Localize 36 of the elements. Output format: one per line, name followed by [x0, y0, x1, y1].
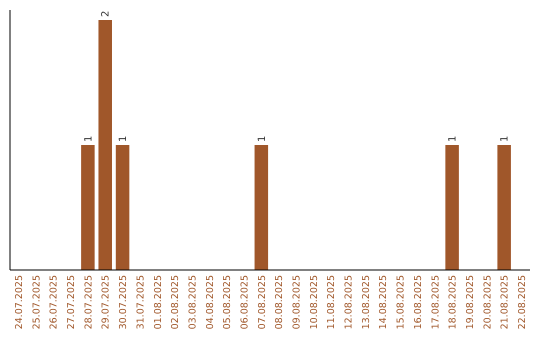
x-tick-label: 14.08.2025	[378, 275, 390, 330]
x-tick-label: 15.08.2025	[396, 275, 407, 330]
x-tick-label: 05.08.2025	[222, 275, 234, 330]
data-label: 1	[500, 136, 511, 142]
x-tick-label: 19.08.2025	[464, 275, 476, 330]
x-tick-label: 20.08.2025	[482, 275, 494, 330]
x-tick-label: 12.08.2025	[344, 275, 355, 330]
x-tick-label: 21.08.2025	[500, 275, 511, 330]
x-tick-label: 22.08.2025	[517, 275, 528, 330]
x-tick-label: 01.08.2025	[152, 275, 164, 330]
x-tick-label: 11.08.2025	[326, 275, 338, 330]
x-tick-label: 08.08.2025	[274, 275, 286, 330]
data-label: 1	[118, 136, 130, 142]
x-tick-label: 06.08.2025	[239, 275, 250, 330]
x-tick-label: 24.07.2025	[14, 275, 25, 330]
x-tick-label: 16.08.2025	[412, 275, 424, 330]
x-tick-label: 13.08.2025	[360, 275, 372, 330]
x-tick-label: 02.08.2025	[170, 275, 182, 330]
data-label: 1	[448, 136, 459, 142]
x-tick-label: 04.08.2025	[204, 275, 216, 330]
x-tick-label: 09.08.2025	[292, 275, 303, 330]
x-tick-label: 26.07.2025	[48, 275, 60, 330]
x-tick-label: 07.08.2025	[256, 275, 268, 330]
x-tick-label: 29.07.2025	[100, 275, 112, 330]
x-tick-label: 17.08.2025	[430, 275, 442, 330]
x-tick-label: 25.07.2025	[31, 275, 42, 330]
data-label: 1	[83, 136, 94, 142]
data-label: 2	[100, 10, 112, 17]
x-tick-label: 03.08.2025	[187, 275, 198, 330]
x-tick-label: 30.07.2025	[118, 275, 130, 330]
x-tick-label: 28.07.2025	[83, 275, 94, 330]
x-tick-label: 18.08.2025	[448, 275, 459, 330]
x-tick-label: 31.07.2025	[135, 275, 146, 330]
x-tick-label: 10.08.2025	[308, 275, 320, 330]
data-label: 1	[256, 136, 268, 142]
x-tick-label: 27.07.2025	[66, 275, 78, 330]
